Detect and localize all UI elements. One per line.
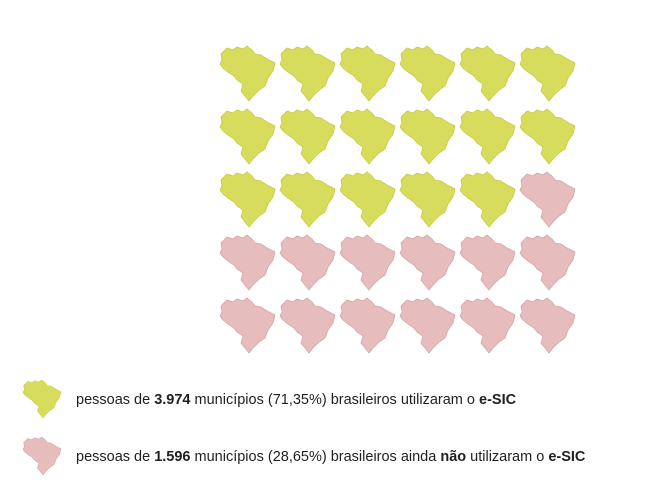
brazil-map-icon — [459, 234, 516, 291]
legend-row-notused: pessoas de 1.596 municípios (28,65%) bra… — [20, 437, 585, 477]
brazil-map-icon — [519, 108, 576, 165]
brazil-map-icon — [399, 108, 456, 165]
legend-label-used: pessoas de 3.974 municípios (71,35%) bra… — [76, 392, 517, 408]
brazil-map-icon — [339, 108, 396, 165]
brazil-map-icon — [459, 45, 516, 102]
brazil-map-icon — [519, 297, 576, 354]
brazil-map-icon — [339, 234, 396, 291]
brazil-map-icon — [279, 171, 336, 228]
brazil-map-icon — [399, 171, 456, 228]
brazil-map-icon — [279, 297, 336, 354]
brazil-map-icon — [339, 297, 396, 354]
legend-count-notused: 1.596 — [154, 449, 191, 465]
brazil-map-icon — [219, 45, 276, 102]
brazil-map-icon — [519, 171, 576, 228]
brazil-map-icon — [279, 45, 336, 102]
legend-row-used: pessoas de 3.974 municípios (71,35%) bra… — [20, 380, 516, 420]
brazil-map-icon — [459, 297, 516, 354]
legend-count-used: 3.974 — [154, 392, 191, 408]
brazil-map-icon — [339, 45, 396, 102]
brazil-map-icon — [279, 108, 336, 165]
brazil-map-icon — [219, 234, 276, 291]
brazil-map-icon — [22, 437, 62, 476]
brazil-map-icon — [519, 45, 576, 102]
brazil-map-icon — [22, 380, 62, 419]
brazil-map-icon — [279, 234, 336, 291]
brazil-map-icon — [399, 297, 456, 354]
brazil-map-icon — [459, 108, 516, 165]
brazil-map-icon — [519, 234, 576, 291]
legend-label-notused: pessoas de 1.596 municípios (28,65%) bra… — [76, 449, 586, 465]
brazil-map-icon — [219, 171, 276, 228]
brazil-map-icon — [219, 108, 276, 165]
brazil-map-icon — [399, 45, 456, 102]
brazil-map-icon — [219, 297, 276, 354]
pictogram-grid — [219, 45, 576, 354]
brazil-map-icon — [339, 171, 396, 228]
brazil-map-icon — [399, 234, 456, 291]
brazil-map-icon — [459, 171, 516, 228]
